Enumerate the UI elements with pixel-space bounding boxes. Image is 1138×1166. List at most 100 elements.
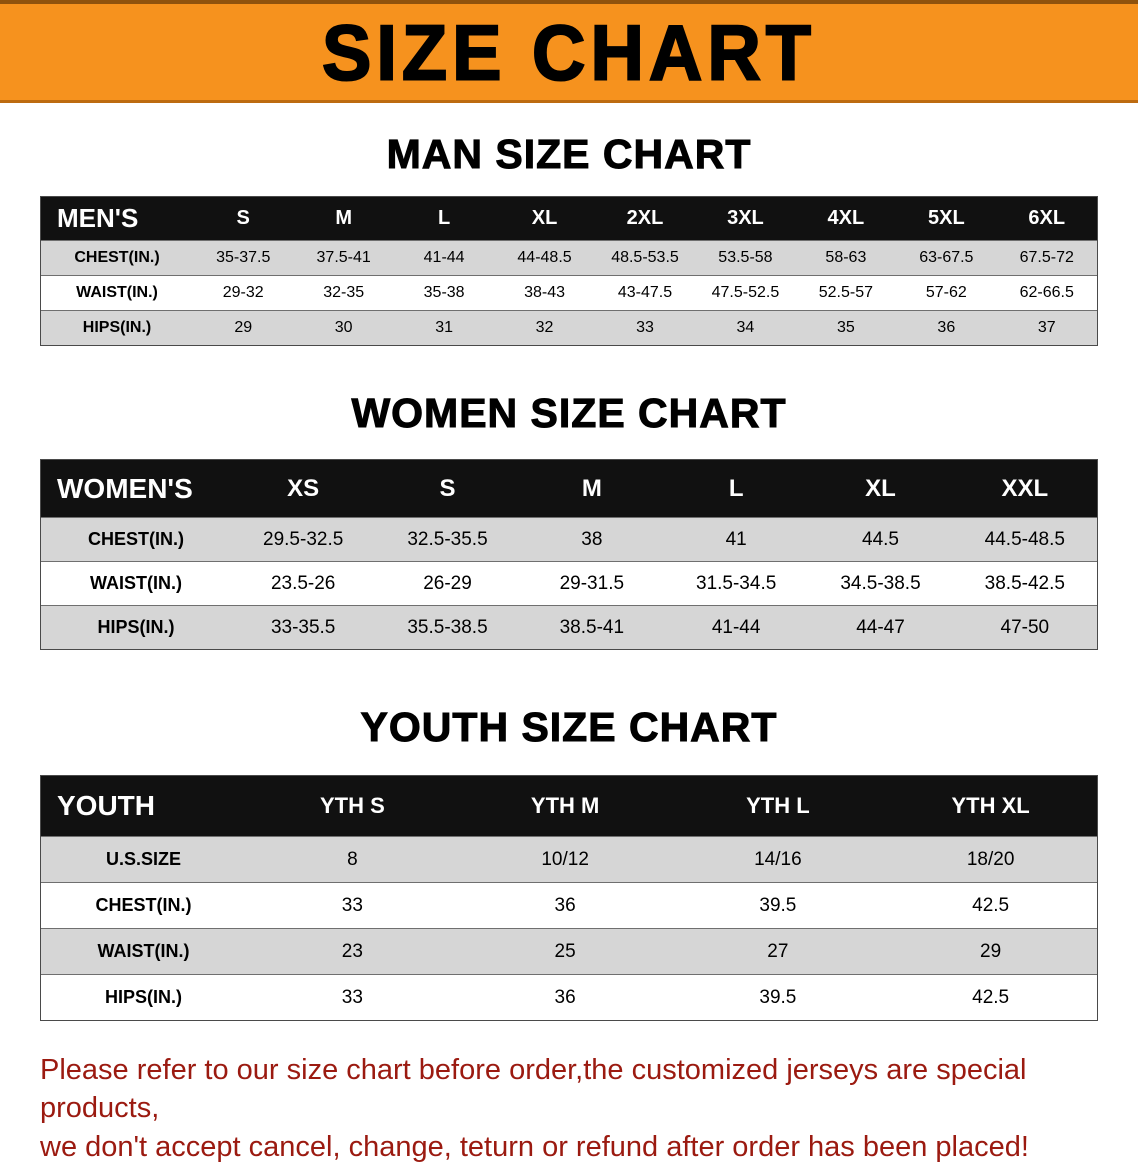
table-row: HIPS(IN.) 33-35.5 35.5-38.5 38.5-41 41-44 44-… <box>41 605 1097 649</box>
size-value-cell: 32.5-35.5 <box>407 528 488 550</box>
row-label: CHEST(IN.) <box>74 249 160 266</box>
size-value-cell: 26-29 <box>423 572 472 594</box>
size-column-header: XXL <box>1001 474 1049 502</box>
size-value-cell: 38 <box>581 528 603 550</box>
size-value-cell: 35-38 <box>423 284 465 301</box>
size-value-cell: 14/16 <box>754 848 802 870</box>
size-value-cell: 38.5-41 <box>559 616 625 638</box>
size-value-cell: 33 <box>341 986 363 1008</box>
size-value-cell: 41 <box>725 528 747 550</box>
size-value-cell: 38-43 <box>524 284 565 301</box>
size-value-cell: 39.5 <box>759 894 797 916</box>
size-value-cell: 32-35 <box>323 284 365 301</box>
size-column-header: L <box>728 474 744 502</box>
size-column-header: 4XL <box>827 207 865 229</box>
size-value-cell: 23.5-26 <box>270 572 336 594</box>
size-column-header: 2XL <box>626 207 664 229</box>
size-value-cell: 41-44 <box>423 249 465 266</box>
table-header-label: YOUTH <box>57 790 155 821</box>
size-value-cell: 43-47.5 <box>617 284 673 301</box>
size-value-cell: 18/20 <box>966 848 1015 870</box>
size-value-cell: 47.5-52.5 <box>711 284 780 301</box>
size-value-cell: 44-47 <box>856 616 905 638</box>
size-value-cell: 29 <box>980 940 1002 962</box>
size-value-cell: 33-35.5 <box>270 616 336 638</box>
size-value-cell: 37.5-41 <box>316 249 371 266</box>
table-header-label: MEN'S <box>57 203 139 233</box>
size-value-cell: 53.5-58 <box>718 249 773 266</box>
size-value-cell: 34 <box>736 319 755 336</box>
table-row: U.S.SIZE 8 10/12 14/16 18/20 <box>41 836 1097 882</box>
size-value-cell: 36 <box>554 986 576 1008</box>
size-value-cell: 31 <box>435 319 453 336</box>
size-column-header: YTH XL <box>951 793 1030 818</box>
size-column-header: 6XL <box>1028 207 1066 229</box>
size-value-cell: 58-63 <box>825 249 867 266</box>
mens-size-table: MEN'S S M L XL 2XL 3XL 4XL 5XL 6XL CHEST(IN.) 35-37… <box>40 196 1098 346</box>
size-value-cell: 10/12 <box>541 848 589 870</box>
table-row: WAIST(IN.) 23.5-26 26-29 29-31.5 31.5-34.5 34… <box>41 561 1097 605</box>
table-row: WAIST(IN.) 29-32 32-35 35-38 38-43 43-47.5 47.… <box>41 275 1097 310</box>
row-label: HIPS(IN.) <box>104 987 182 1007</box>
size-value-cell: 62-66.5 <box>1019 284 1074 301</box>
size-value-cell: 27 <box>767 940 789 962</box>
size-column-header: M <box>581 474 602 502</box>
size-value-cell: 30 <box>334 319 353 336</box>
row-label: U.S.SIZE <box>105 849 181 869</box>
size-value-cell: 29-31.5 <box>559 572 625 594</box>
size-value-cell: 44-48.5 <box>517 249 572 266</box>
size-value-cell: 25 <box>554 940 576 962</box>
size-value-cell: 29.5-32.5 <box>263 528 344 550</box>
size-value-cell: 33 <box>636 319 654 336</box>
size-value-cell: 34.5-38.5 <box>840 572 921 594</box>
footer-line-1: Please refer to our size chart before or… <box>40 1054 1027 1125</box>
size-value-cell: 42.5 <box>972 894 1010 916</box>
size-value-cell: 8 <box>347 848 358 870</box>
size-value-cell: 31.5-34.5 <box>696 572 777 594</box>
size-value-cell: 44.5 <box>862 528 899 550</box>
table-row: CHEST(IN.) 29.5-32.5 32.5-35.5 38 41 44.5 44.5… <box>41 517 1097 561</box>
section-women: WOMEN SIZE CHART WOMEN'S XS S M L XL XXL CHEST(… <box>0 390 1138 650</box>
section-men: MAN SIZE CHART MEN'S S M L XL 2XL 3XL 4XL 5XL 6XL… <box>0 131 1138 346</box>
table-header-row: WOMEN'S XS S M L XL XXL <box>41 460 1097 517</box>
size-value-cell: 35.5-38.5 <box>407 616 488 638</box>
section-heading-women: WOMEN SIZE CHART <box>351 390 787 437</box>
table-row: CHEST(IN.) 35-37.5 37.5-41 41-44 44-48.5 48.5… <box>41 240 1097 275</box>
row-label: CHEST(IN.) <box>88 529 184 549</box>
row-label: WAIST(IN.) <box>76 284 158 301</box>
size-value-cell: 57-62 <box>925 284 967 301</box>
size-value-cell: 41-44 <box>711 616 761 638</box>
row-label: WAIST(IN.) <box>90 573 182 593</box>
table-header-row: YOUTH YTH S YTH M YTH L YTH XL <box>41 776 1097 836</box>
size-value-cell: 42.5 <box>972 986 1010 1008</box>
size-column-header: YTH L <box>746 793 810 818</box>
size-value-cell: 63-67.5 <box>919 249 974 266</box>
size-column-header: YTH M <box>530 793 600 818</box>
size-value-cell: 29 <box>234 319 253 336</box>
size-value-cell: 37 <box>1037 319 1056 336</box>
size-value-cell: 32 <box>535 319 554 336</box>
row-label: WAIST(IN.) <box>97 941 190 961</box>
size-value-cell: 48.5-53.5 <box>611 249 679 266</box>
size-column-header: S <box>439 474 456 502</box>
size-value-cell: 33 <box>341 894 363 916</box>
size-column-header: S <box>236 207 250 229</box>
size-value-cell: 35 <box>836 319 855 336</box>
size-value-cell: 29-32 <box>222 284 264 301</box>
size-value-cell: 36 <box>554 894 576 916</box>
size-column-header: XL <box>865 474 896 502</box>
womens-size-table: WOMEN'S XS S M L XL XXL CHEST(IN.) 29.5-32.5 32.5… <box>40 459 1098 650</box>
size-column-header: 3XL <box>727 207 764 229</box>
table-row: CHEST(IN.) 33 36 39.5 42.5 <box>41 882 1097 928</box>
size-value-cell: 44.5-48.5 <box>984 528 1065 550</box>
size-column-header: M <box>335 207 352 229</box>
table-row: HIPS(IN.) 29 30 31 32 33 34 35 36 37 <box>41 310 1097 345</box>
table-header-row: MEN'S S M L XL 2XL 3XL 4XL 5XL 6XL <box>41 197 1097 240</box>
youth-size-table: YOUTH YTH S YTH M YTH L YTH XL U.S.SIZE 8 10/12… <box>40 775 1098 1021</box>
row-label: CHEST(IN.) <box>95 895 192 915</box>
size-value-cell: 67.5-72 <box>1019 249 1074 266</box>
banner: SIZE CHART <box>0 0 1138 103</box>
section-heading-men: MAN SIZE CHART <box>386 131 752 178</box>
size-value-cell: 38.5-42.5 <box>984 572 1065 594</box>
